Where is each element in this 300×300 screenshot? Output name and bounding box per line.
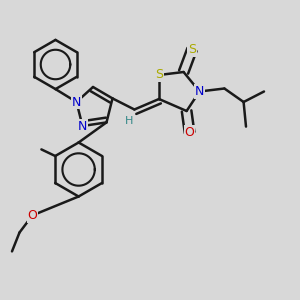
Text: O: O (185, 126, 194, 139)
Text: S: S (188, 43, 196, 56)
Text: O: O (28, 209, 37, 222)
Text: N: N (78, 119, 87, 133)
Text: N: N (195, 85, 204, 98)
Text: S: S (155, 68, 163, 82)
Text: H: H (125, 116, 133, 126)
Text: N: N (72, 95, 81, 109)
